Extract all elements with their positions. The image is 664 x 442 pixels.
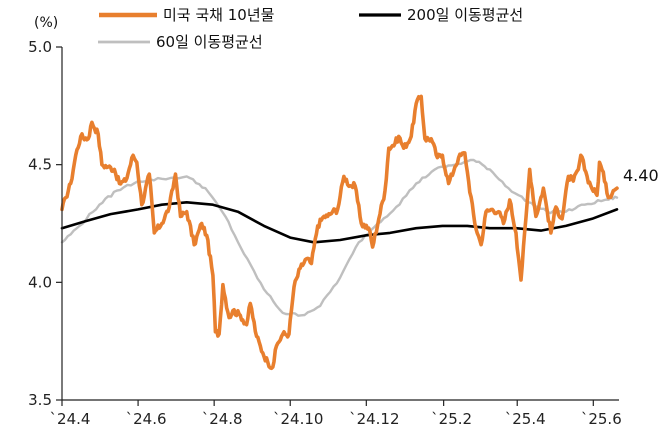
legend-item: 200일 이동평균선: [359, 6, 523, 24]
y-axis-unit-label: (%): [34, 15, 58, 31]
latest-value-label: 4.40: [623, 166, 659, 185]
series-lines: [60, 94, 619, 371]
x-tick-label: `24.10: [273, 410, 323, 428]
legend-item: 60일 이동평균선: [98, 33, 263, 51]
legend-label: 200일 이동평균선: [407, 6, 523, 24]
y-tick-label: 4.0: [28, 273, 52, 291]
x-tick-label: `24.12: [349, 410, 399, 428]
x-axis-ticks: `24.4 `24.6 `24.8 `24.10 `24.12 `25.2 `25.4 `25…: [50, 400, 622, 428]
y-axis-ticks: 5.0 4.5 4.0 3.5: [28, 38, 62, 409]
legend-label: 미국 국채 10년물: [163, 6, 274, 24]
legend: 미국 국채 10년물 200일 이동평균선 60일 이동평균선: [98, 6, 523, 51]
y-tick-label: 4.5: [28, 156, 52, 174]
x-tick-label: `24.8: [202, 410, 243, 428]
series-line-us10y: [60, 94, 619, 371]
x-tick-label: `25.6: [581, 410, 622, 428]
series-line-ma60: [60, 158, 619, 317]
legend-item: 미국 국채 10년물: [99, 6, 274, 24]
x-tick-label: `24.4: [50, 410, 91, 428]
x-tick-label: `24.6: [126, 410, 167, 428]
y-tick-label: 5.0: [28, 38, 52, 56]
legend-label: 60일 이동평균선: [156, 33, 263, 51]
x-tick-label: `25.4: [505, 410, 546, 428]
x-tick-label: `25.2: [431, 410, 472, 428]
y-tick-label: 3.5: [28, 391, 52, 409]
